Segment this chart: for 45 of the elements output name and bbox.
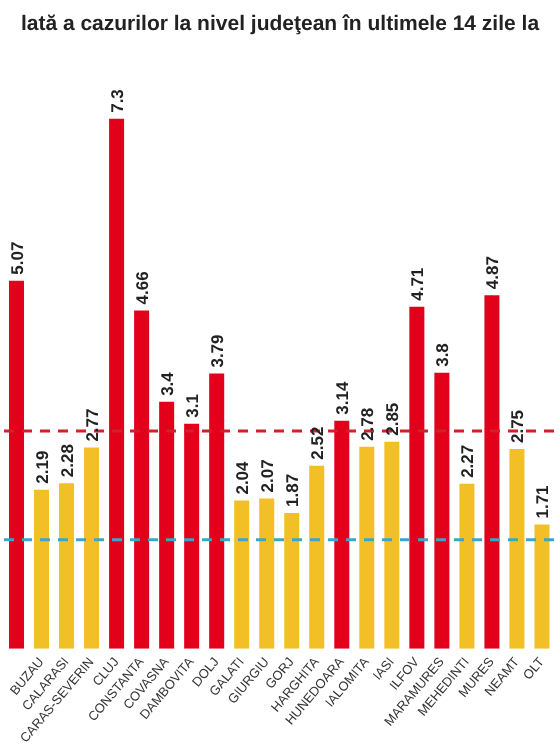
data-label: 4.87 (481, 255, 502, 290)
data-label: 3.4 (156, 371, 177, 396)
bar (9, 280, 25, 649)
bar (184, 423, 200, 649)
data-label: 3.8 (431, 342, 452, 367)
data-label: 3.14 (331, 381, 352, 415)
bar (484, 295, 500, 649)
bar (109, 118, 125, 649)
bar (509, 449, 525, 649)
bar (459, 483, 475, 649)
data-label: 1.71 (531, 484, 552, 519)
data-label: 5.07 (6, 241, 27, 275)
bar (434, 372, 450, 649)
bar (59, 483, 75, 649)
bar (359, 446, 375, 649)
bar (384, 441, 400, 649)
bar (409, 306, 425, 649)
bar (84, 447, 100, 649)
data-label: 2.77 (81, 407, 102, 442)
data-label: 7.3 (106, 88, 127, 113)
data-label: 1.87 (281, 473, 302, 507)
bar (209, 373, 225, 649)
data-label: 2.85 (381, 402, 402, 436)
bar (259, 498, 275, 649)
data-label: 2.52 (306, 426, 327, 460)
bar (234, 500, 250, 649)
data-label: 2.07 (256, 458, 277, 493)
bar (34, 489, 50, 649)
data-label: 2.78 (356, 407, 377, 441)
data-label: 3.79 (206, 333, 227, 368)
chart-title: lată a cazurilor la nivel judeţean în ultimele 14 zile la (18, 12, 542, 36)
bar (534, 524, 550, 649)
bar (309, 465, 325, 649)
bar (159, 401, 175, 649)
data-label: 4.66 (131, 270, 152, 305)
data-label: 2.19 (31, 450, 52, 484)
data-label: 3.1 (181, 393, 202, 418)
bar (134, 310, 150, 649)
data-label: 4.71 (406, 267, 427, 301)
bar (284, 512, 300, 649)
bar (334, 420, 350, 649)
data-label: 2.27 (456, 444, 477, 478)
data-label: 2.04 (231, 460, 252, 495)
data-label: 2.28 (56, 443, 77, 478)
data-label: 2.75 (506, 409, 527, 444)
